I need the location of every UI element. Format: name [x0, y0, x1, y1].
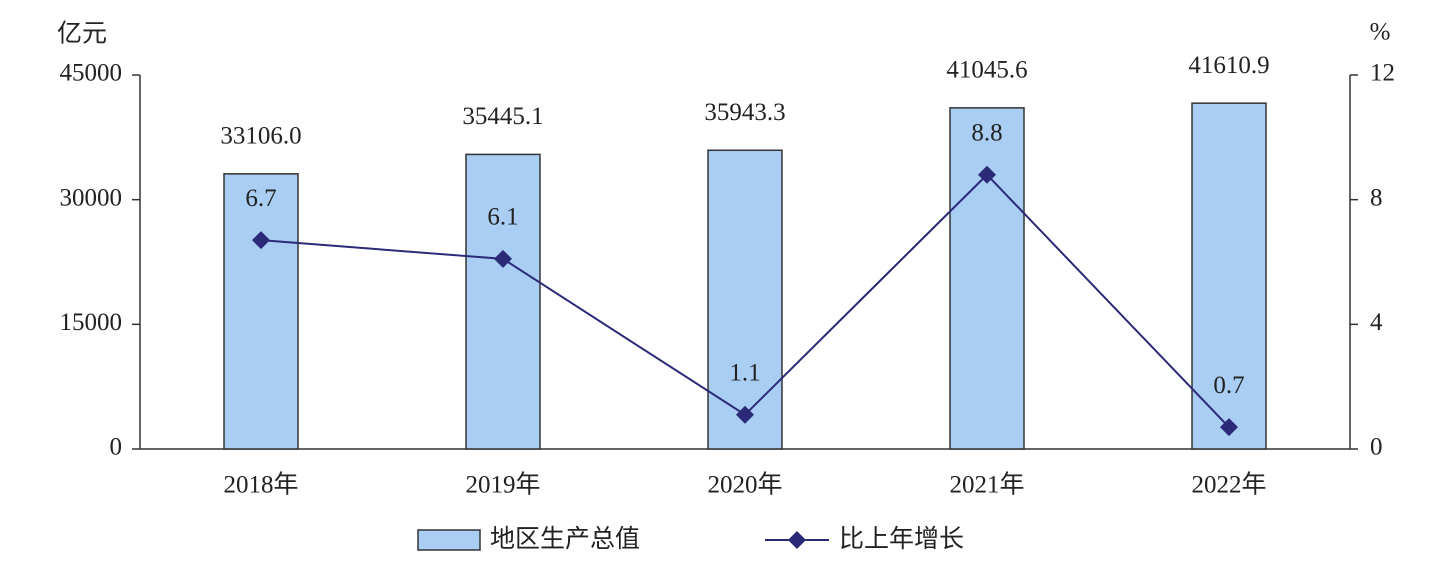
- y-axis-label: 亿元: [57, 20, 107, 48]
- y-tick-label: 30000: [60, 184, 123, 211]
- line-marker: [1220, 418, 1238, 437]
- line-marker: [494, 249, 512, 268]
- x-tick-label: 2020年: [707, 471, 782, 499]
- bar-value-label: 41045.6: [946, 57, 1027, 84]
- x-tick-label: 2019年: [465, 471, 540, 499]
- bar: [465, 153, 541, 450]
- bar: [1191, 102, 1267, 450]
- legend-marker: [788, 531, 806, 549]
- bar: [707, 149, 783, 450]
- legend-label: 比上年增长: [839, 524, 964, 553]
- bar-value-label: 41610.9: [1188, 52, 1269, 79]
- y-tick-label: 45000: [60, 60, 123, 87]
- line-value-label: 6.7: [245, 185, 276, 212]
- y-tick-label: 15000: [60, 309, 123, 336]
- line-value-label: 8.8: [971, 119, 1002, 146]
- line-value-label: 1.1: [729, 359, 760, 386]
- bar-value-label: 35943.3: [704, 99, 785, 126]
- line-marker: [252, 231, 270, 250]
- bar: [223, 173, 299, 450]
- bar: [949, 107, 1025, 450]
- y2-tick-label: 0: [1370, 434, 1383, 461]
- y2-tick-label: 12: [1370, 60, 1395, 87]
- y2-tick-label: 4: [1370, 309, 1383, 336]
- legend-label: 地区生产总值: [490, 524, 640, 553]
- x-tick-label: 2021年: [949, 471, 1024, 499]
- x-tick-label: 2018年: [223, 471, 298, 499]
- bar-value-label: 35445.1: [462, 103, 543, 130]
- line-value-label: 6.1: [487, 204, 518, 231]
- legend-swatch: [417, 529, 481, 551]
- y2-axis-label: %: [1370, 19, 1391, 46]
- bar-value-label: 33106.0: [220, 123, 301, 150]
- y2-tick-label: 8: [1370, 184, 1383, 211]
- line-value-label: 0.7: [1213, 372, 1244, 399]
- line-marker: [978, 165, 996, 184]
- y-tick-label: 0: [110, 434, 123, 461]
- line-marker: [736, 405, 754, 424]
- x-tick-label: 2022年: [1191, 471, 1266, 499]
